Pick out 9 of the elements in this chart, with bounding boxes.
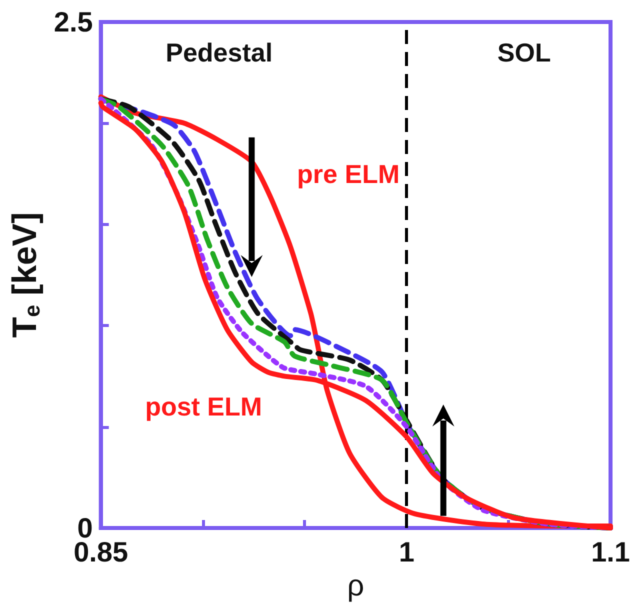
annotation: Pedestal — [166, 37, 273, 68]
x-tick-label: 1 — [398, 536, 414, 568]
annotation: post ELM — [145, 392, 262, 422]
x-tick-label: 1.1 — [591, 536, 630, 568]
x-axis-title: ρ — [347, 569, 364, 602]
annotation: SOL — [497, 37, 551, 68]
annotation: pre ELM — [297, 158, 400, 189]
y-tick-label: 2.5 — [54, 6, 93, 38]
y-axis-title: Te [keV] — [6, 212, 44, 338]
